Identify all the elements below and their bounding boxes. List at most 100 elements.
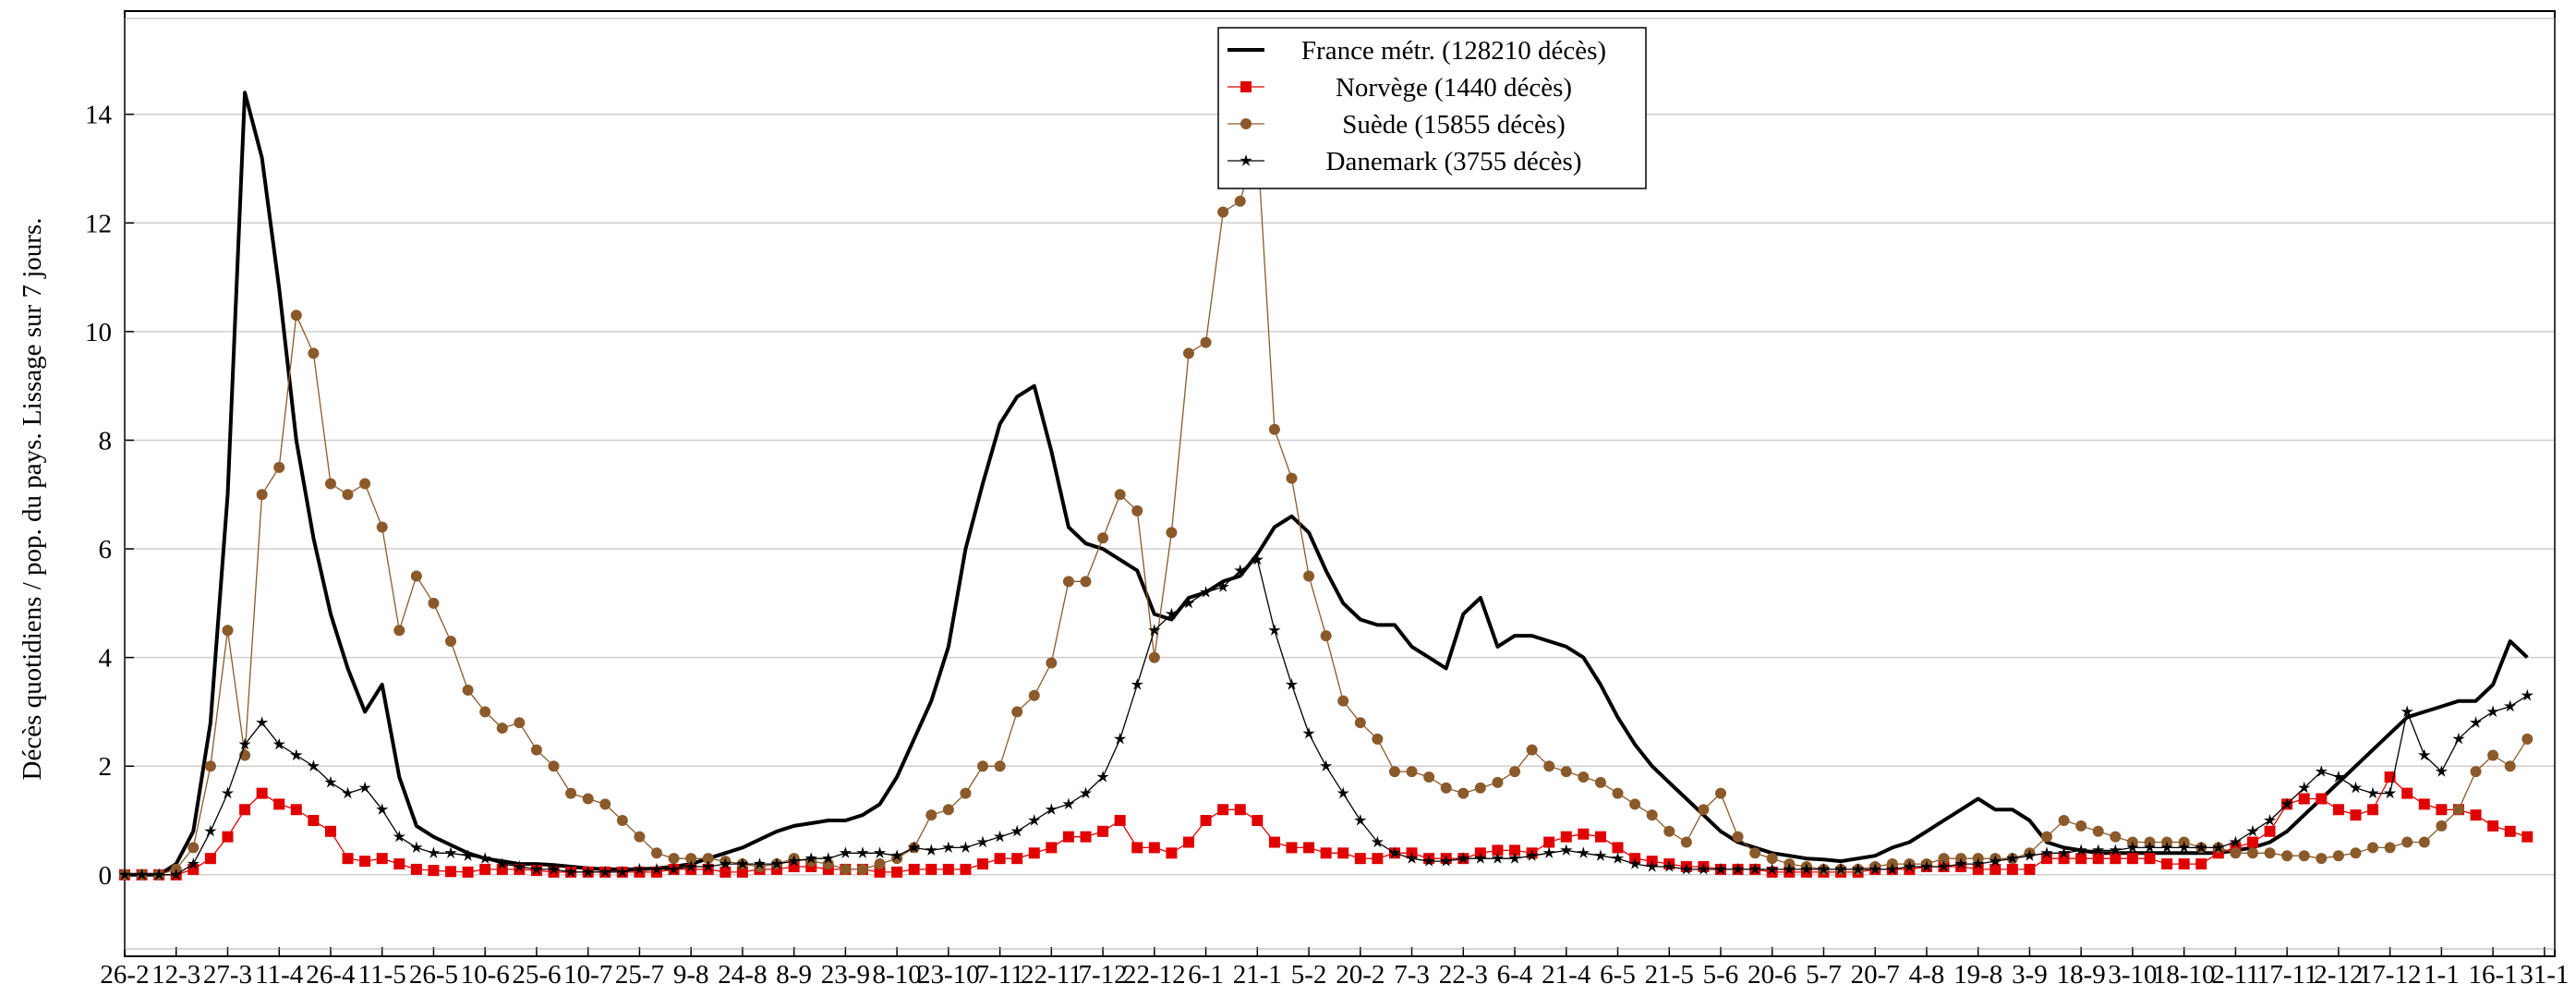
marker (1166, 847, 1178, 859)
marker (1320, 847, 1332, 859)
marker (479, 706, 491, 718)
marker (427, 846, 441, 858)
marker (342, 853, 354, 865)
marker (204, 824, 217, 837)
legend: France métr. (128210 décès) Norvège (1440… (1217, 27, 1647, 189)
marker (2332, 804, 2344, 816)
marker (1509, 766, 1521, 778)
marker (2057, 846, 2071, 858)
marker (2316, 793, 2328, 805)
marker (1954, 857, 1967, 869)
marker (2058, 815, 2070, 827)
marker (478, 852, 491, 864)
marker (1303, 570, 1315, 582)
marker (685, 853, 697, 865)
marker (1234, 804, 1246, 816)
marker (1972, 857, 1985, 869)
marker (1320, 630, 1332, 642)
marker (2521, 688, 2534, 701)
marker (1062, 797, 1075, 809)
marker (925, 809, 937, 821)
marker (1182, 596, 1195, 609)
marker (1852, 862, 1865, 875)
marker (2143, 841, 2157, 854)
marker (2264, 847, 2276, 859)
marker (2246, 824, 2259, 837)
marker (839, 846, 852, 858)
marker (221, 786, 235, 799)
marker (2418, 798, 2430, 810)
x-tick-label: 6-5 (1600, 960, 1636, 984)
marker (1199, 586, 1213, 598)
marker (1337, 847, 1349, 859)
marker (1422, 855, 1435, 867)
marker (1251, 553, 1264, 565)
marker (2332, 850, 2344, 862)
marker (1028, 689, 1040, 701)
marker (1542, 846, 1555, 858)
marker (1388, 766, 1400, 778)
marker (290, 310, 302, 322)
marker (445, 866, 457, 878)
marker (1440, 782, 1452, 794)
marker (2281, 850, 2293, 862)
marker (2349, 781, 2363, 794)
x-tick-label: 23-10 (917, 960, 980, 984)
marker (2144, 853, 2156, 865)
marker (822, 852, 835, 864)
marker (1217, 206, 1229, 218)
marker (960, 787, 972, 799)
marker (1663, 860, 1675, 872)
marker (2178, 858, 2190, 870)
x-tick-label: 18-9 (2057, 960, 2106, 984)
marker (359, 856, 371, 868)
x-tick-label: 25-6 (512, 960, 561, 984)
x-tick-label: 26-2 (100, 960, 149, 984)
marker (273, 798, 285, 810)
x-tick-label: 7-11 (976, 960, 1024, 984)
marker (925, 844, 937, 856)
marker (977, 760, 989, 772)
marker (960, 863, 972, 875)
plot-frame-inner (124, 18, 2556, 950)
marker (1268, 836, 1280, 848)
x-tick-label: 11-4 (255, 960, 304, 984)
x-tick-label: 5-6 (1703, 960, 1739, 984)
marker (2504, 699, 2517, 712)
marker (1578, 771, 1590, 783)
marker (1354, 717, 1366, 729)
marker (496, 857, 509, 869)
legend-label: Suède (15855 décès) (1342, 110, 1566, 140)
marker (650, 862, 663, 875)
marker (1698, 804, 1710, 816)
marker (2109, 844, 2122, 856)
marker (1011, 706, 1023, 718)
y-tick-label: 12 (85, 209, 112, 238)
marker (1268, 624, 1281, 636)
legend-label: Norvège (1440 décès) (1336, 73, 1572, 103)
marker (668, 853, 680, 865)
marker (1594, 849, 1607, 861)
marker (1097, 825, 1109, 837)
marker (222, 831, 234, 843)
marker (2436, 804, 2448, 816)
marker (1182, 347, 1194, 359)
marker (324, 775, 337, 788)
marker (1508, 852, 1521, 864)
marker (1028, 814, 1041, 826)
marker (1234, 195, 1246, 207)
marker (1240, 81, 1252, 92)
marker (428, 597, 440, 609)
marker (1303, 842, 1315, 854)
marker (445, 636, 457, 647)
marker (307, 759, 320, 771)
marker (2384, 842, 2396, 854)
marker (308, 347, 320, 359)
marker (942, 841, 955, 854)
marker (1714, 862, 1727, 875)
x-tick-label: 5-2 (1291, 960, 1327, 984)
marker (204, 760, 216, 772)
marker (1491, 852, 1505, 864)
marker (324, 478, 336, 490)
marker (1612, 842, 1624, 854)
